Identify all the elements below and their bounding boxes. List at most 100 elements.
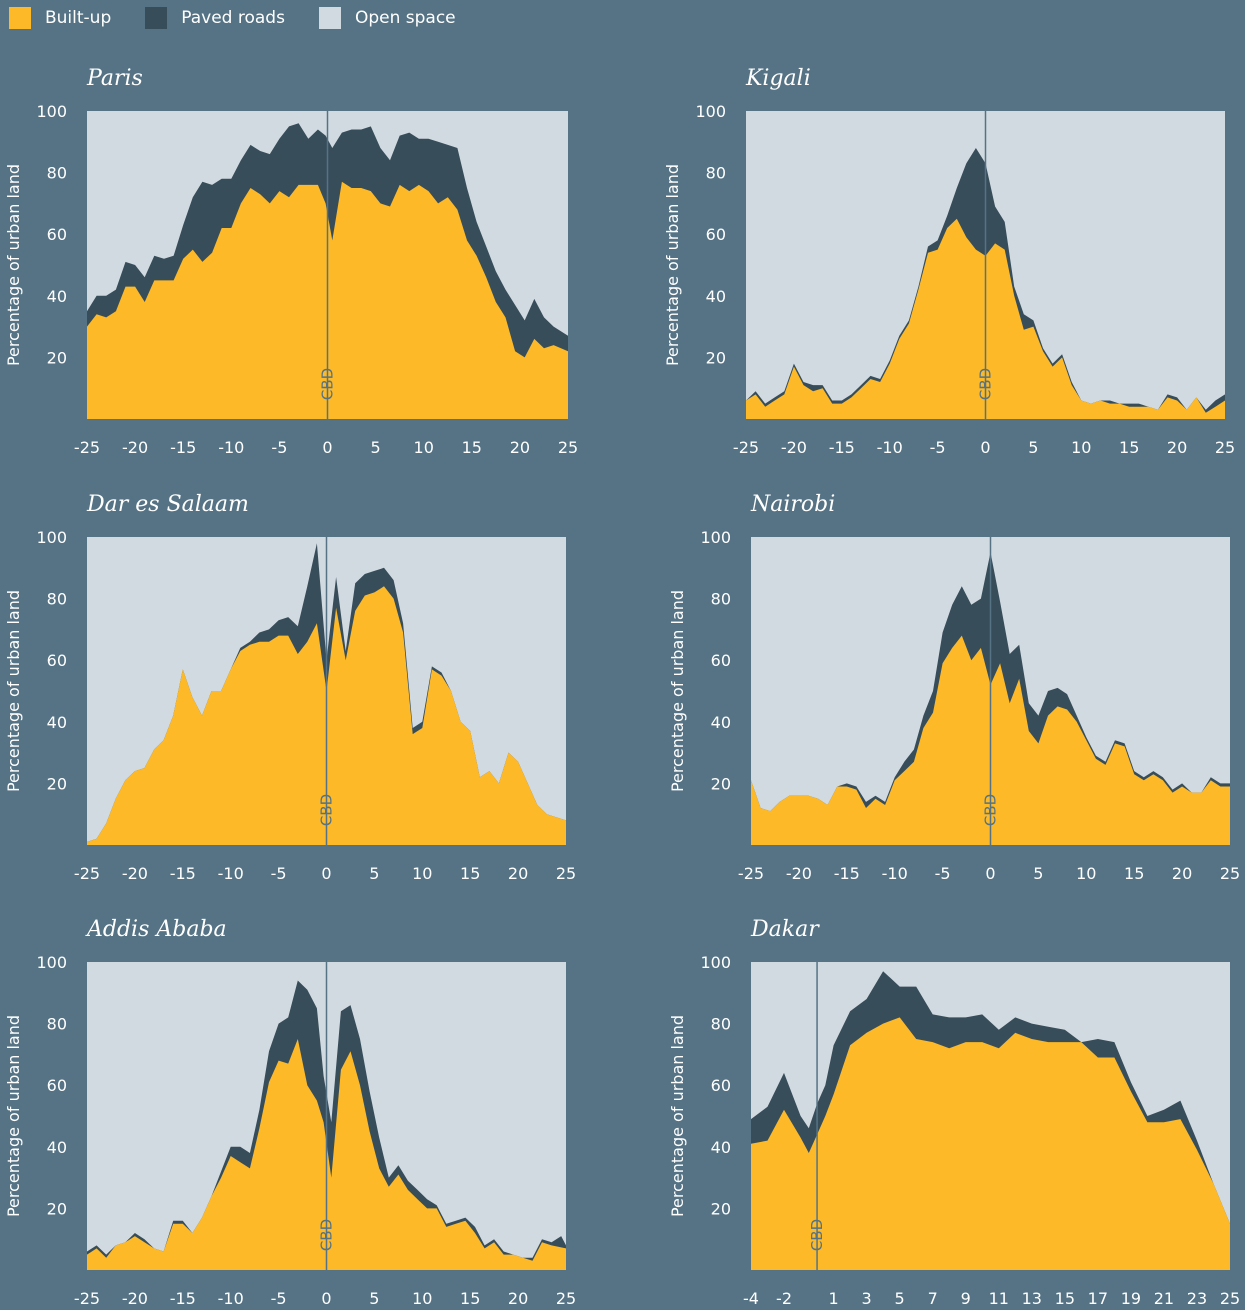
y-tick-label: 100: [700, 953, 731, 972]
chart-title: Paris: [86, 66, 143, 91]
y-axis-label: Percentage of urban land: [4, 1015, 23, 1217]
y-tick-label: 60: [711, 1076, 731, 1095]
x-tick-label: 0: [321, 864, 331, 883]
y-axis-label: Percentage of urban land: [668, 1015, 687, 1217]
y-tick-label: 100: [36, 102, 67, 121]
y-tick-label: 20: [711, 774, 731, 793]
x-tick-label: 15: [460, 1289, 480, 1308]
legend-item-built-up: Built-up: [9, 7, 111, 29]
legend-label-built-up: Built-up: [45, 8, 112, 28]
x-tick-label: 15: [1055, 1289, 1075, 1308]
chart-addis-ababa: CBD Addis Ababa 20 40 60 80 100 -25 -20 -15 -10 -5 0…: [4, 917, 576, 1308]
x-tick-label: -5: [271, 864, 287, 883]
y-axis-label: Percentage of urban land: [4, 164, 23, 366]
y-tick-label: 20: [47, 1199, 67, 1218]
legend-item-open-space: Open space: [318, 7, 456, 29]
legend-label-paved-roads: Paved roads: [181, 8, 285, 28]
legend-swatch-paved-roads: [145, 7, 168, 29]
x-tick-label: 1: [828, 1289, 838, 1308]
y-tick-label: 80: [47, 1015, 67, 1034]
x-tick-label: 7: [928, 1289, 938, 1308]
y-tick-label: 20: [47, 774, 67, 793]
x-tick-label: -10: [218, 864, 244, 883]
x-tick-label: 25: [1220, 864, 1240, 883]
x-tick-label: 20: [1167, 438, 1187, 457]
y-tick-label: 40: [47, 1138, 67, 1157]
x-tick-label: 25: [556, 1289, 576, 1308]
cbd-label: CBD: [982, 794, 1000, 826]
y-tick-label: 80: [47, 590, 67, 609]
x-tick-label: 5: [369, 864, 379, 883]
x-tick-label: -4: [743, 1289, 759, 1308]
x-tick-label: -5: [271, 438, 287, 457]
chart-title: Nairobi: [750, 492, 835, 517]
legend-swatch-built-up: [9, 7, 31, 29]
y-tick-label: 40: [706, 287, 726, 306]
x-tick-label: -5: [271, 1289, 287, 1308]
y-tick-label: 80: [47, 164, 67, 183]
cbd-label: CBD: [977, 368, 995, 400]
x-tick-label: 15: [462, 438, 482, 457]
x-tick-label: 0: [321, 1289, 331, 1308]
x-tick-label: 21: [1154, 1289, 1174, 1308]
legend-label-open-space: Open space: [354, 8, 456, 28]
y-tick-label: 40: [711, 713, 731, 732]
x-tick-label: 0: [985, 864, 995, 883]
chart-title: Dakar: [750, 917, 820, 942]
x-tick-label: -25: [74, 438, 100, 457]
x-tick-label: 0: [980, 438, 990, 457]
x-tick-label: -20: [781, 438, 807, 457]
cbd-label: CBD: [318, 1219, 336, 1251]
x-tick-label: 5: [895, 1289, 905, 1308]
chart-kigali: CBD Kigali 20 40 60 80 100 -25 -20 -15 -10 -5 0 5 10 15…: [663, 66, 1235, 457]
x-tick-label: 20: [508, 864, 528, 883]
x-tick-label: -15: [170, 438, 196, 457]
x-tick-label: 15: [1124, 864, 1144, 883]
y-tick-label: 60: [711, 651, 731, 670]
x-tick-label: 9: [961, 1289, 971, 1308]
x-tick-label: 19: [1121, 1289, 1141, 1308]
x-tick-label: 5: [1028, 438, 1038, 457]
x-tick-label: 13: [1022, 1289, 1042, 1308]
y-tick-label: 60: [47, 651, 67, 670]
x-tick-label: -10: [882, 864, 908, 883]
x-tick-label: 17: [1088, 1289, 1108, 1308]
x-tick-label: 15: [1119, 438, 1139, 457]
x-tick-label: 10: [412, 864, 432, 883]
cbd-label: CBD: [319, 368, 337, 400]
x-tick-label: -20: [122, 438, 148, 457]
y-tick-label: 20: [711, 1199, 731, 1218]
y-tick-label: 100: [36, 528, 67, 547]
y-tick-label: 40: [47, 713, 67, 732]
x-tick-label: 5: [371, 438, 381, 457]
x-tick-label: -10: [218, 1289, 244, 1308]
x-tick-label: -5: [935, 864, 951, 883]
legend-swatch-open-space: [318, 7, 341, 29]
cbd-label: CBD: [318, 794, 336, 826]
x-tick-label: -20: [786, 864, 812, 883]
x-tick-label: -25: [74, 1289, 100, 1308]
x-tick-label: -10: [877, 438, 903, 457]
x-tick-label: 10: [1071, 438, 1091, 457]
y-tick-label: 20: [706, 348, 726, 367]
chart-title: Kigali: [745, 66, 811, 91]
x-tick-label: 25: [558, 438, 578, 457]
x-tick-label: 25: [556, 864, 576, 883]
y-axis-label: Percentage of urban land: [663, 164, 682, 366]
y-tick-label: 100: [36, 953, 67, 972]
x-tick-label: -25: [738, 864, 764, 883]
y-tick-label: 80: [711, 1015, 731, 1034]
legend: Built-up Paved roads Open space: [9, 6, 490, 30]
cbd-label: CBD: [808, 1219, 826, 1251]
y-axis-label: Percentage of urban land: [4, 590, 23, 792]
x-tick-label: 15: [460, 864, 480, 883]
x-tick-label: 20: [510, 438, 530, 457]
x-tick-label: -15: [170, 1289, 196, 1308]
y-tick-label: 80: [711, 590, 731, 609]
x-tick-label: -2: [776, 1289, 792, 1308]
x-tick-label: -15: [829, 438, 855, 457]
x-tick-label: -25: [733, 438, 759, 457]
